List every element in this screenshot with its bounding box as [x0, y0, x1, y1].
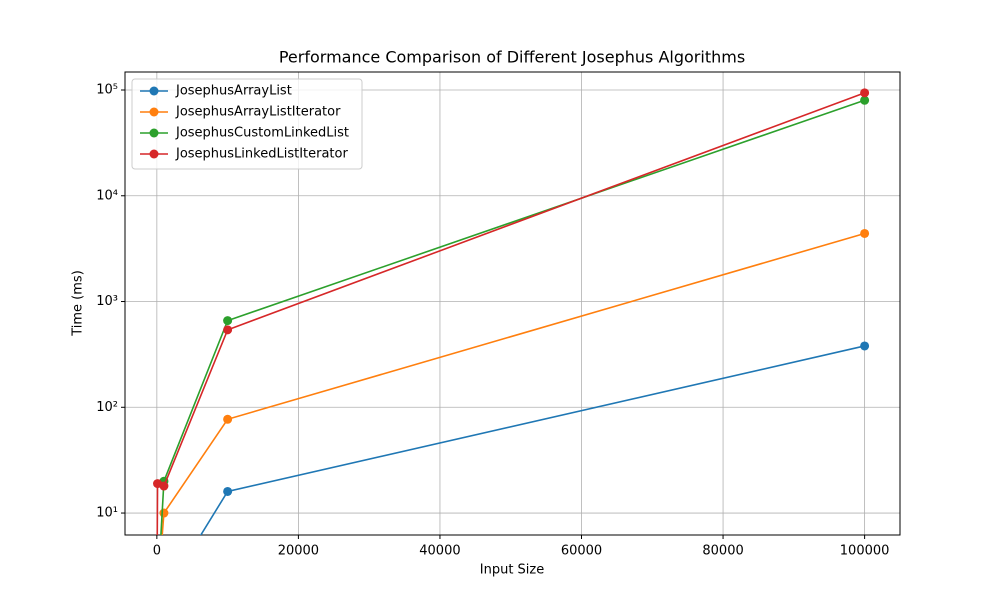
legend-marker [149, 149, 159, 159]
legend-marker [149, 107, 159, 117]
data-point [860, 95, 870, 105]
legend-marker [149, 128, 159, 138]
y-tick-label: 10⁵ [96, 83, 118, 98]
x-tick-label: 60000 [561, 544, 602, 559]
data-point [223, 316, 233, 326]
x-tick-label: 80000 [702, 544, 743, 559]
x-tick-label: 20000 [278, 544, 319, 559]
x-tick-label: 0 [153, 544, 161, 559]
y-tick-label: 10³ [96, 294, 118, 309]
legend-marker [149, 86, 159, 96]
data-point [223, 325, 233, 335]
data-point [860, 228, 870, 238]
legend-box [131, 78, 363, 170]
y-tick-label: 10⁴ [96, 188, 118, 203]
data-point [223, 486, 233, 496]
data-point [860, 88, 870, 98]
y-axis-label: Time (ms) [71, 270, 86, 337]
data-point [223, 414, 233, 424]
y-tick-label: 10¹ [96, 506, 118, 521]
data-point [159, 508, 169, 518]
x-axis-label: Input Size [480, 563, 544, 578]
plot-area [153, 88, 870, 535]
x-tick-label: 40000 [419, 544, 460, 559]
y-tick-label: 10² [96, 400, 118, 415]
chart-title: Performance Comparison of Different Jose… [279, 48, 745, 67]
legend-label: JosephusLinkedListIterator [175, 147, 348, 162]
plot-frame [124, 71, 901, 536]
series-line [199, 345, 865, 535]
legend-label: JosephusCustomLinkedList [175, 126, 349, 141]
x-tick-label: 100000 [840, 544, 890, 559]
legend-label: JosephusArrayListIterator [175, 105, 341, 120]
legend-label: JosephusArrayList [175, 84, 292, 99]
data-point [159, 481, 169, 491]
data-point [860, 341, 870, 351]
